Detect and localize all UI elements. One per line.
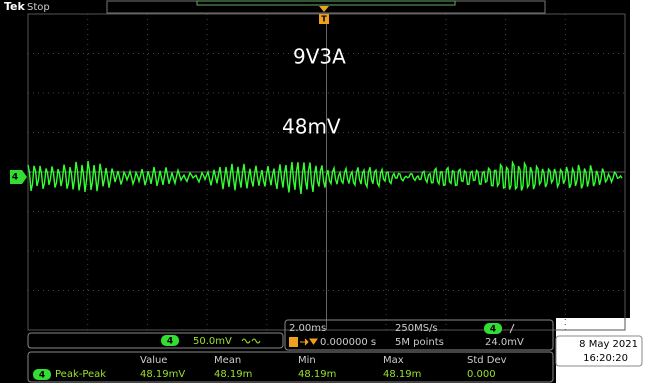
record-view-window [196,0,456,6]
column-header: Min [298,355,316,366]
trigger-marker-label: T [321,15,327,24]
column-header: Value [140,355,167,366]
screen-background [0,0,630,383]
trigger-channel-badge [484,323,502,334]
channel-badge-label: 4 [167,337,173,347]
trigger-position-arrow [300,338,318,346]
date: 8 May 2021 [579,339,638,350]
measurement-value: 48.19mV [140,369,185,380]
time: 16:20:20 [583,353,628,364]
brand: Tek [4,0,26,13]
annotation: 9V3A [293,45,346,69]
acquisition-status: Stop [27,2,50,13]
channel-marker-label: 4 [12,173,18,183]
trigger-position-icon [289,337,298,347]
channel-badge [33,369,51,380]
waveform [27,160,623,195]
graticule [28,14,625,330]
datetime-box [555,335,643,367]
trigger-channel: 4 [490,325,496,335]
column-header: Std Dev [467,355,507,366]
measurement-value: 48.19m [383,369,421,380]
timebase-box [284,319,554,351]
measurement-name: Peak-Peak [55,369,106,380]
trigger-marker [319,6,329,24]
channel-box [27,332,284,349]
coupling-icon [241,338,261,344]
vertical-scale: 50.0mV [193,336,232,347]
row-channel: 4 [39,371,45,381]
record-length: 5M points [395,337,444,348]
annotation: 48mV [282,115,341,139]
measurement-panel [27,351,554,383]
sample-rate: 250MS/s [395,323,438,334]
column-header: Max [383,355,404,366]
trigger-position: 0.000000 s [320,337,376,348]
trigger-slope-icon [509,323,515,334]
channel-marker [10,170,27,184]
trigger-level: 24.0mV [485,337,524,348]
measurement-value: 48.19m [298,369,336,380]
measurement-table: Value Mean Min Max Std Dev 4 Peak-Peak 48.19mV 4… [33,355,507,381]
measurement-value: 48.19m [214,369,252,380]
channel-badge [161,335,179,346]
horizontal-scale: 2.00ms [289,323,326,334]
measurement-value: 0.000 [467,369,496,380]
column-header: Mean [214,355,241,366]
